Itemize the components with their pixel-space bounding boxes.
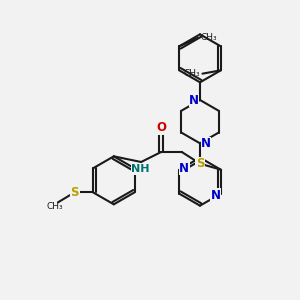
Text: NH: NH bbox=[131, 164, 150, 174]
Text: CH₃: CH₃ bbox=[200, 34, 217, 43]
Text: S: S bbox=[70, 186, 79, 199]
Text: N: N bbox=[189, 94, 199, 106]
Text: O: O bbox=[156, 121, 166, 134]
Text: N: N bbox=[179, 161, 189, 175]
Text: CH₃: CH₃ bbox=[46, 202, 63, 211]
Text: CH₃: CH₃ bbox=[183, 69, 200, 78]
Text: N: N bbox=[201, 137, 211, 150]
Text: S: S bbox=[196, 157, 204, 170]
Text: N: N bbox=[211, 189, 221, 202]
